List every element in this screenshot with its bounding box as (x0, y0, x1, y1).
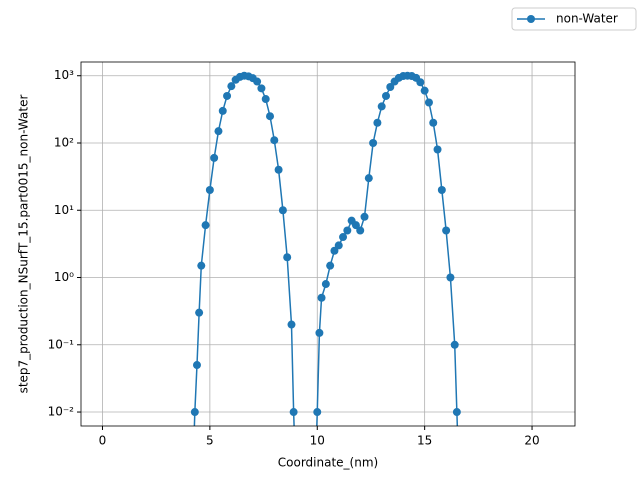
data-point (330, 246, 339, 255)
data-point (386, 82, 395, 91)
data-point (283, 253, 292, 262)
data-point (446, 273, 455, 282)
data-point (266, 112, 275, 121)
data-point (360, 212, 369, 221)
data-point (369, 138, 378, 147)
data-point (201, 221, 210, 230)
data-point (261, 95, 270, 104)
data-point (420, 86, 429, 95)
data-point (289, 408, 298, 417)
data-point (227, 82, 236, 91)
data-point (334, 241, 343, 250)
x-tick-label: 10 (310, 434, 325, 448)
data-point (292, 475, 300, 480)
y-axis-label: step7_production_NSurfT_15.part0015_non-… (17, 95, 31, 394)
data-point (278, 206, 287, 215)
data-point (450, 340, 459, 349)
plot-area (189, 71, 463, 480)
y-tick-label: 10⁻² (48, 405, 75, 419)
data-point (223, 91, 232, 100)
x-tick-label: 0 (99, 434, 107, 448)
data-point (313, 408, 322, 417)
data-point (424, 98, 433, 107)
legend-marker (527, 15, 535, 23)
x-axis-label: Coordinate_(nm) (278, 456, 378, 470)
data-point (195, 308, 204, 317)
data-point (317, 293, 326, 302)
data-point (287, 320, 296, 329)
y-tick-label: 10³ (54, 68, 74, 82)
data-point (429, 118, 438, 127)
data-point (356, 226, 365, 235)
data-point (315, 328, 324, 337)
x-tick-label: 5 (206, 434, 214, 448)
data-point (339, 233, 348, 242)
data-point (257, 84, 266, 93)
x-tick-label: 20 (524, 434, 539, 448)
data-point (343, 226, 352, 235)
x-tick-label: 15 (417, 434, 432, 448)
data-point (214, 127, 223, 136)
data-point (274, 165, 283, 174)
data-point (351, 221, 360, 230)
data-point (364, 174, 373, 183)
data-point (190, 408, 199, 417)
data-point (205, 186, 214, 195)
data-point (326, 261, 335, 270)
data-point (311, 475, 319, 480)
data-point (192, 361, 201, 370)
y-tick-label: 10² (54, 135, 74, 149)
data-point (218, 106, 227, 115)
y-tick-label: 10⁰ (54, 270, 74, 284)
data-point (381, 91, 390, 100)
data-point (455, 475, 463, 480)
data-point (253, 77, 262, 86)
data-point (321, 280, 330, 289)
data-point (437, 186, 446, 195)
data-point (373, 118, 382, 127)
y-tick-label: 10⁻¹ (48, 337, 75, 351)
legend: non-Water (511, 7, 637, 31)
data-point (197, 261, 206, 270)
data-point (377, 102, 386, 111)
data-point (189, 475, 197, 480)
data-point (452, 408, 461, 417)
data-point (433, 145, 442, 154)
y-tick-label: 10¹ (54, 203, 74, 217)
data-point (270, 136, 279, 145)
data-point (442, 226, 451, 235)
data-point (210, 153, 219, 162)
axes-frame (80, 61, 576, 427)
legend-box (511, 7, 637, 31)
legend-label: non-Water (556, 12, 618, 26)
data-point (416, 78, 425, 87)
